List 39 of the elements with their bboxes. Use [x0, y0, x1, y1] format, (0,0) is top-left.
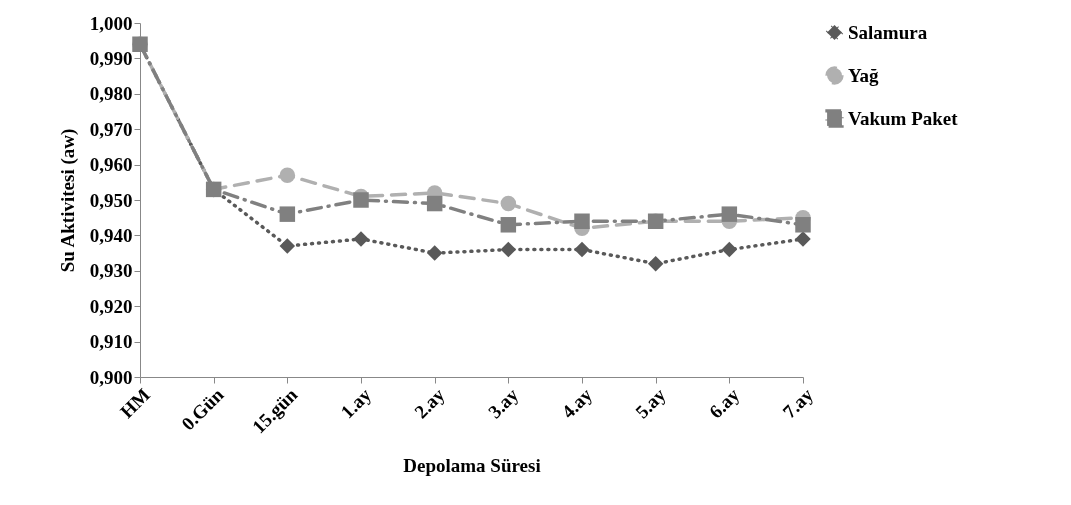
point: [500, 195, 517, 212]
point: [426, 195, 443, 212]
legend-label: Yağ: [848, 64, 880, 86]
x-axis-title: Depolama Süresi: [403, 455, 541, 477]
y-tick-label: 0,930: [89, 260, 133, 282]
point: [647, 255, 664, 272]
point: [279, 206, 296, 222]
point: [426, 245, 443, 261]
point: [353, 192, 369, 208]
y-tick-label: 0,960: [89, 154, 133, 176]
point: [279, 238, 296, 254]
y-tick-label: 0,980: [89, 83, 133, 105]
point: [500, 241, 517, 258]
point: [795, 217, 811, 233]
y-tick-label: 0,990: [89, 47, 133, 69]
y-axis-title: Su Aktivitesi (aw): [56, 128, 79, 273]
point: [721, 241, 738, 258]
legend-label: Salamura: [848, 21, 928, 43]
point: [500, 217, 517, 233]
point: [279, 167, 296, 183]
x-tick-label: 6.ay: [704, 383, 744, 423]
point: [574, 213, 590, 229]
x-tick-label: 2.ay: [410, 383, 449, 423]
point: [574, 241, 590, 258]
y-tick-label: 0,920: [89, 295, 133, 317]
y-tick-label: 0,950: [89, 189, 133, 211]
x-tick-label: 4.ay: [557, 383, 597, 423]
x-tick-label: 1.ay: [336, 383, 376, 423]
y-tick-label: 0,940: [89, 224, 133, 246]
point: [795, 231, 811, 247]
x-tick-label: 5.ay: [631, 383, 670, 423]
legend-label: Vakum Paket: [848, 107, 959, 129]
y-tick-label: 1,000: [89, 12, 133, 34]
x-tick-label: 7.ay: [778, 383, 818, 423]
x-tick-label: 3.ay: [483, 383, 523, 423]
point: [353, 231, 369, 247]
y-tick-label: 0,970: [89, 118, 133, 140]
y-tick-label: 0,910: [89, 331, 133, 353]
point: [721, 206, 738, 222]
